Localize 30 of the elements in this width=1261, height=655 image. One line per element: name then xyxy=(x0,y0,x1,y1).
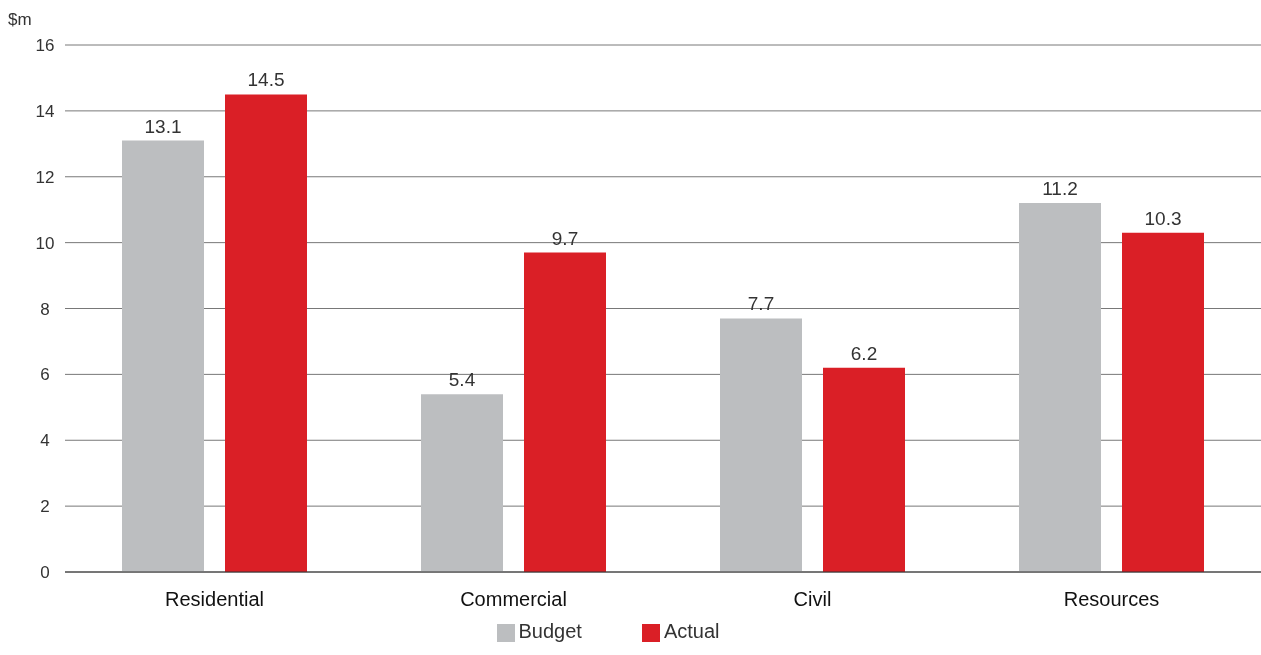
legend-label: Actual xyxy=(663,620,720,642)
data-label: 11.2 xyxy=(1042,178,1078,200)
x-tick-label: Civil xyxy=(793,588,832,611)
y-tick-label: 16 xyxy=(35,36,55,56)
bar xyxy=(225,94,307,572)
data-label: 14.5 xyxy=(247,69,285,91)
y-tick-label: 14 xyxy=(35,101,55,121)
data-label: 6.2 xyxy=(850,342,878,364)
bar xyxy=(1122,232,1204,572)
y-tick-label: 8 xyxy=(40,299,50,319)
y-tick-label: 4 xyxy=(40,431,50,451)
y-tick-label: 2 xyxy=(40,497,50,517)
y-axis-title: $m xyxy=(8,10,32,30)
bar xyxy=(720,318,802,572)
x-tick-label: Resources xyxy=(1063,588,1160,611)
data-label: 13.1 xyxy=(144,115,182,137)
y-tick-label: 0 xyxy=(40,563,50,583)
legend-label: Budget xyxy=(518,620,582,642)
data-label: 5.4 xyxy=(448,369,476,391)
x-tick-label: Commercial xyxy=(460,588,567,611)
bar xyxy=(524,252,606,572)
bar xyxy=(421,394,503,572)
bar xyxy=(1019,203,1101,572)
bar xyxy=(823,367,905,572)
y-tick-label: 12 xyxy=(35,167,55,187)
x-tick-label: Residential xyxy=(165,588,264,611)
data-label: 10.3 xyxy=(1144,207,1182,229)
y-tick-label: 6 xyxy=(40,365,50,385)
bar xyxy=(122,140,204,572)
y-tick-label: 10 xyxy=(35,233,55,253)
